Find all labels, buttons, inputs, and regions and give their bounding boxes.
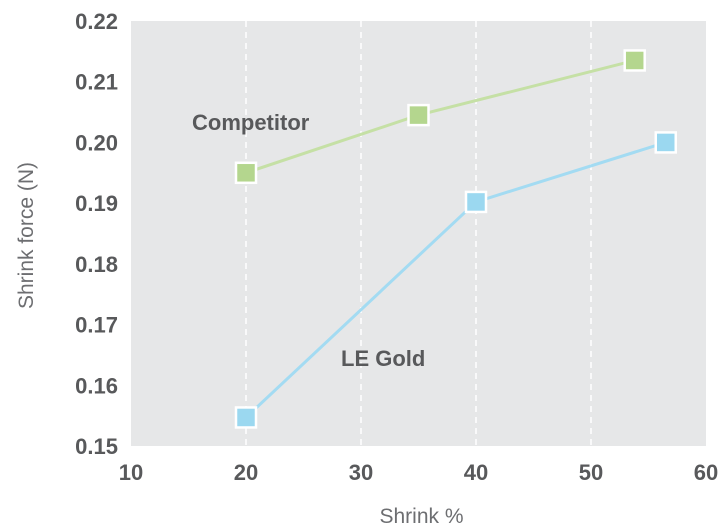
x-tick-label: 60 <box>694 460 718 485</box>
data-point <box>234 406 258 429</box>
x-axis-ticks: 10 20 30 40 50 60 <box>119 460 718 485</box>
y-tick-label: 0.20 <box>75 130 118 155</box>
data-point <box>623 49 646 72</box>
y-tick-label: 0.16 <box>75 373 118 398</box>
x-tick-label: 50 <box>579 460 603 485</box>
data-point <box>464 190 488 214</box>
y-tick-label: 0.19 <box>75 191 118 216</box>
series-label: Competitor <box>192 110 310 135</box>
x-tick-label: 20 <box>234 460 258 485</box>
series-le-gold: LE Gold <box>234 131 677 429</box>
y-axis-ticks: 0.15 0.16 0.17 0.18 0.19 0.20 0.21 0.22 <box>75 9 118 459</box>
data-point <box>407 103 430 127</box>
y-tick-label: 0.17 <box>75 313 118 338</box>
y-tick-label: 0.15 <box>75 434 118 459</box>
series-competitor: Competitor <box>192 49 646 185</box>
y-axis-title: Shrink force (N) <box>15 162 38 309</box>
x-tick-label: 10 <box>119 460 143 485</box>
y-tick-label: 0.18 <box>75 252 118 277</box>
x-tick-label: 40 <box>464 460 488 485</box>
y-tick-label: 0.22 <box>75 9 118 34</box>
data-point <box>234 161 258 185</box>
x-axis-title: Shrink % <box>379 505 463 528</box>
grid-lines <box>245 21 592 446</box>
data-point <box>654 131 677 154</box>
x-tick-label: 30 <box>349 460 373 485</box>
y-tick-label: 0.21 <box>75 70 118 95</box>
series-label: LE Gold <box>341 346 425 371</box>
series: Competitor LE Gold <box>192 49 677 429</box>
plot-area <box>131 21 706 446</box>
